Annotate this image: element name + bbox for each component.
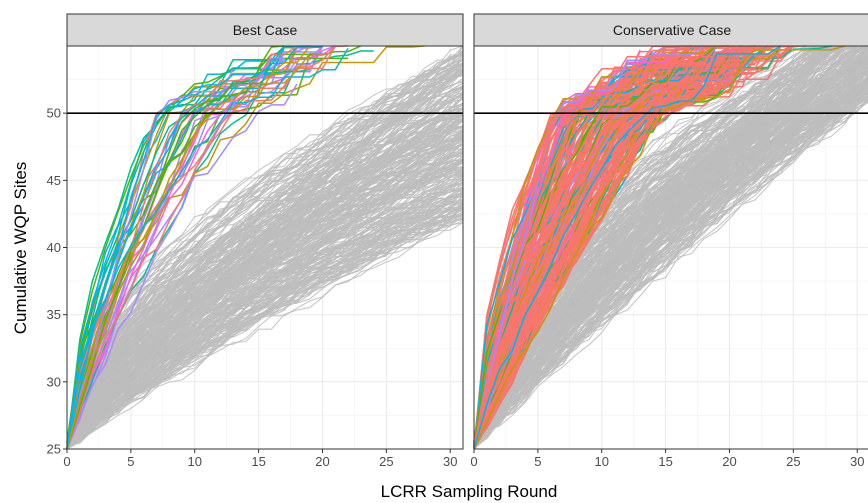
background-series-line <box>66 137 464 450</box>
background-series-line <box>66 53 464 445</box>
background-series-line <box>66 219 464 450</box>
background-series-line <box>66 62 464 450</box>
y-tick-label: 30 <box>47 374 61 389</box>
background-series-line <box>473 46 868 448</box>
background-series-line <box>473 87 868 450</box>
background-series-line <box>66 193 464 450</box>
x-axis-title: LCRR Sampling Round <box>381 482 558 501</box>
x-tick-label: 5 <box>127 454 134 469</box>
background-series-line <box>473 61 868 445</box>
highlight-series-line <box>66 45 349 450</box>
background-series-line <box>473 45 845 450</box>
highlight-series-line <box>473 45 756 446</box>
highlight-series-line <box>66 45 323 450</box>
highlight-series-line <box>66 82 259 450</box>
x-tick-label: 25 <box>379 454 393 469</box>
x-tick-label: 20 <box>722 454 736 469</box>
background-series-line <box>473 97 868 449</box>
background-series-line <box>66 120 464 445</box>
highlight-series-line <box>473 45 731 450</box>
background-series-line <box>66 210 463 450</box>
x-axis-right: 0 5 10 15 20 25 30 <box>470 449 864 469</box>
x-tick-label: 20 <box>315 454 329 469</box>
background-series-line <box>66 130 464 448</box>
panel-border <box>473 45 868 450</box>
background-series-line <box>66 136 464 450</box>
background-series-line <box>473 95 868 447</box>
background-series-line <box>66 174 464 447</box>
background-series-line <box>66 134 464 450</box>
facet-panel-best-case: Best Case <box>66 13 464 450</box>
x-tick-label: 0 <box>63 454 70 469</box>
background-series-line <box>66 58 464 448</box>
background-series-line <box>473 85 868 445</box>
y-tick-label: 35 <box>47 307 61 322</box>
background-series-line <box>66 199 464 450</box>
background-series-line <box>473 98 868 445</box>
x-tick-label: 25 <box>786 454 800 469</box>
x-tick-label: 30 <box>850 454 864 469</box>
background-series-line <box>66 65 464 449</box>
background-series-line <box>473 45 845 450</box>
background-series-line <box>473 75 868 445</box>
x-tick-label: 10 <box>188 454 202 469</box>
background-series-line <box>66 62 464 450</box>
highlight-series-line <box>473 45 730 450</box>
y-tick-label: 50 <box>47 106 61 121</box>
x-axis-left: 0 5 10 15 20 25 30 <box>63 449 457 469</box>
highlight-series-line <box>66 49 285 449</box>
x-tick-label: 15 <box>251 454 265 469</box>
background-series-line <box>473 85 868 447</box>
background-series-line <box>66 143 464 450</box>
series-lines <box>473 45 868 450</box>
highlight-series-line <box>473 45 705 448</box>
strip-background <box>473 13 868 47</box>
highlight-series-line <box>66 45 310 449</box>
highlight-series-line <box>66 45 362 450</box>
highlight-series-line <box>473 45 756 450</box>
background-series-line <box>66 206 464 449</box>
background-series-line <box>66 116 464 447</box>
highlight-series-line <box>473 45 744 443</box>
y-axis: 25 30 35 40 45 50 <box>47 106 67 457</box>
background-series-line <box>66 67 464 446</box>
highlight-series-line <box>473 45 680 449</box>
x-tick-label: 0 <box>470 454 477 469</box>
background-series-line <box>473 99 868 450</box>
background-series-line <box>66 162 463 449</box>
background-series-line <box>473 99 868 450</box>
background-series-line <box>66 212 464 447</box>
facet-panel-conservative-case: Conservative Case <box>473 13 868 450</box>
y-axis-title: Cumulative WQP Sites <box>11 162 30 335</box>
strip-label: Conservative Case <box>613 22 731 38</box>
highlight-series-line <box>473 45 667 450</box>
y-tick-label: 40 <box>47 240 61 255</box>
highlight-series-line <box>473 68 730 450</box>
background-series-line <box>473 89 868 445</box>
x-tick-label: 10 <box>595 454 609 469</box>
y-tick-label: 25 <box>47 442 61 457</box>
highlight-series-line <box>473 45 845 450</box>
x-tick-label: 5 <box>534 454 541 469</box>
highlight-series-line <box>66 68 310 446</box>
background-series-line <box>66 55 464 445</box>
series-lines <box>66 45 464 450</box>
x-tick-label: 30 <box>443 454 457 469</box>
y-tick-label: 45 <box>47 173 61 188</box>
background-series-line <box>66 71 464 450</box>
background-series-line <box>66 216 464 445</box>
x-tick-label: 15 <box>658 454 672 469</box>
strip-background <box>66 13 464 47</box>
background-series-line <box>66 107 464 450</box>
highlight-series-line <box>66 47 349 450</box>
highlight-series-line <box>473 45 781 450</box>
strip-label: Best Case <box>233 22 298 38</box>
